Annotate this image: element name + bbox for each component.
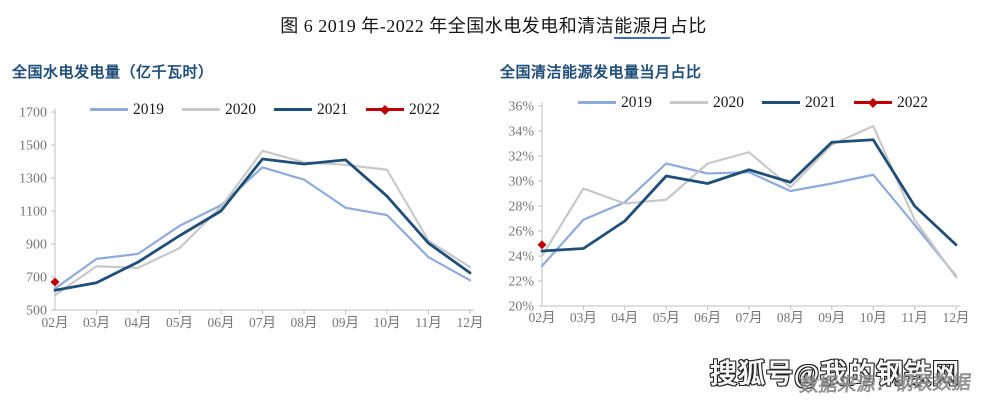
right-legend-label-2022: 2022 <box>897 94 928 111</box>
left-legend-swatch-2022 <box>366 104 404 115</box>
right-x-tick-label: 10月 <box>860 310 887 325</box>
left-x-tick-label: 07月 <box>249 315 276 330</box>
figure-title-underlined: 能源月 <box>614 16 670 39</box>
right-y-tick-label: 28% <box>508 200 534 215</box>
right-legend-swatch-2019 <box>578 101 616 105</box>
left-legend-item-2022: 2022 <box>366 102 440 118</box>
left-y-tick-label: 1500 <box>19 139 47 154</box>
left-legend-item-2019: 2019 <box>90 102 164 118</box>
right-x-tick-label: 02月 <box>529 310 556 325</box>
left-legend-item-2021: 2021 <box>274 102 348 118</box>
left-y-tick-label: 1100 <box>20 205 47 220</box>
left-legend-label-2021: 2021 <box>317 101 348 118</box>
left-legend-swatch-2021 <box>274 108 312 112</box>
left-x-tick-label: 11月 <box>415 315 442 330</box>
right-legend-swatch-2021 <box>762 101 800 105</box>
right-x-tick-label: 06月 <box>694 310 721 325</box>
right-y-tick-label: 30% <box>508 175 534 190</box>
right-series-line-2021 <box>540 138 958 253</box>
right-legend-label-2021: 2021 <box>805 94 836 111</box>
left-legend-swatch-2020 <box>182 108 220 112</box>
left-x-tick-label: 04月 <box>125 315 152 330</box>
left-x-tick-label: 10月 <box>374 315 401 330</box>
right-chart-title: 全国清洁能源发电量当月占比 <box>500 65 702 81</box>
right-y-tick-label: 22% <box>508 275 534 290</box>
sohu-watermark: 搜狐号@我的钢铁网 <box>710 359 961 389</box>
left-x-tick-label: 05月 <box>166 315 193 330</box>
right-x-tick-label: 03月 <box>570 310 597 325</box>
figure-title-prefix: 图 6 2019 年-2022 年全国水电发电和清洁 <box>280 16 615 36</box>
left-y-tick-label: 900 <box>26 238 47 253</box>
right-series-marker-2022 <box>537 240 547 250</box>
right-x-tick-label: 09月 <box>818 310 845 325</box>
right-y-tick-label: 32% <box>508 150 534 165</box>
left-y-tick-label: 700 <box>26 271 47 286</box>
right-y-tick-label: 24% <box>508 250 534 265</box>
right-legend-swatch-2020 <box>670 101 708 105</box>
right-series-line-2020 <box>540 124 958 279</box>
left-legend-label-2022: 2022 <box>409 101 440 118</box>
right-y-tick-label: 20% <box>508 300 534 315</box>
left-x-tick-label: 03月 <box>83 315 110 330</box>
left-series-line-2019 <box>53 166 472 290</box>
right-legend-label-2019: 2019 <box>621 94 652 111</box>
right-legend-diamond-icon <box>868 97 878 108</box>
left-x-tick-label: 02月 <box>42 315 69 330</box>
right-legend-label-2020: 2020 <box>713 94 744 111</box>
data-source-watermark: 数据来源：钢联数据 <box>798 372 973 397</box>
right-legend-item-2019: 2019 <box>578 95 652 111</box>
right-legend-item-2020: 2020 <box>670 95 744 111</box>
right-x-tick-label: 11月 <box>901 310 928 325</box>
right-series-line-2019 <box>540 162 958 278</box>
left-legend-label-2019: 2019 <box>133 101 164 118</box>
left-y-tick-label: 1300 <box>19 172 47 187</box>
right-y-tick-label: 34% <box>508 125 534 140</box>
left-legend-item-2020: 2020 <box>182 102 256 118</box>
left-x-tick-label: 08月 <box>291 315 318 330</box>
left-series-line-2020 <box>53 149 472 297</box>
left-chart-title: 全国水电发电量（亿千瓦时） <box>12 65 214 81</box>
left-series-marker-2022 <box>50 277 60 287</box>
right-y-tick-label: 36% <box>508 100 534 115</box>
right-x-tick-label: 08月 <box>777 310 804 325</box>
left-x-tick-label: 06月 <box>208 315 235 330</box>
right-legend-swatch-2022 <box>854 97 892 108</box>
left-y-tick-label: 500 <box>26 304 47 319</box>
right-x-tick-label: 12月 <box>943 310 970 325</box>
right-legend-item-2021: 2021 <box>762 95 836 111</box>
left-y-tick-label: 1700 <box>19 106 47 121</box>
left-series-line-2021 <box>53 157 472 292</box>
figure-title-suffix: 占比 <box>669 16 707 36</box>
right-legend-item-2022: 2022 <box>854 95 928 111</box>
left-x-tick-label: 09月 <box>332 315 359 330</box>
left-legend-diamond-icon <box>380 104 390 115</box>
left-x-tick-label: 12月 <box>457 315 484 330</box>
right-y-tick-label: 26% <box>508 225 534 240</box>
left-chart-legend: 2019 2020 2021 2022 <box>60 102 470 118</box>
left-legend-swatch-2019 <box>90 108 128 112</box>
left-legend-label-2020: 2020 <box>225 101 256 118</box>
right-chart-legend: 2019 2020 2021 2022 <box>548 95 958 111</box>
figure-title: 图 6 2019 年-2022 年全国水电发电和清洁能源月占比 <box>0 12 987 39</box>
right-x-tick-label: 04月 <box>611 310 638 325</box>
right-x-tick-label: 05月 <box>653 310 680 325</box>
right-x-tick-label: 07月 <box>736 310 763 325</box>
